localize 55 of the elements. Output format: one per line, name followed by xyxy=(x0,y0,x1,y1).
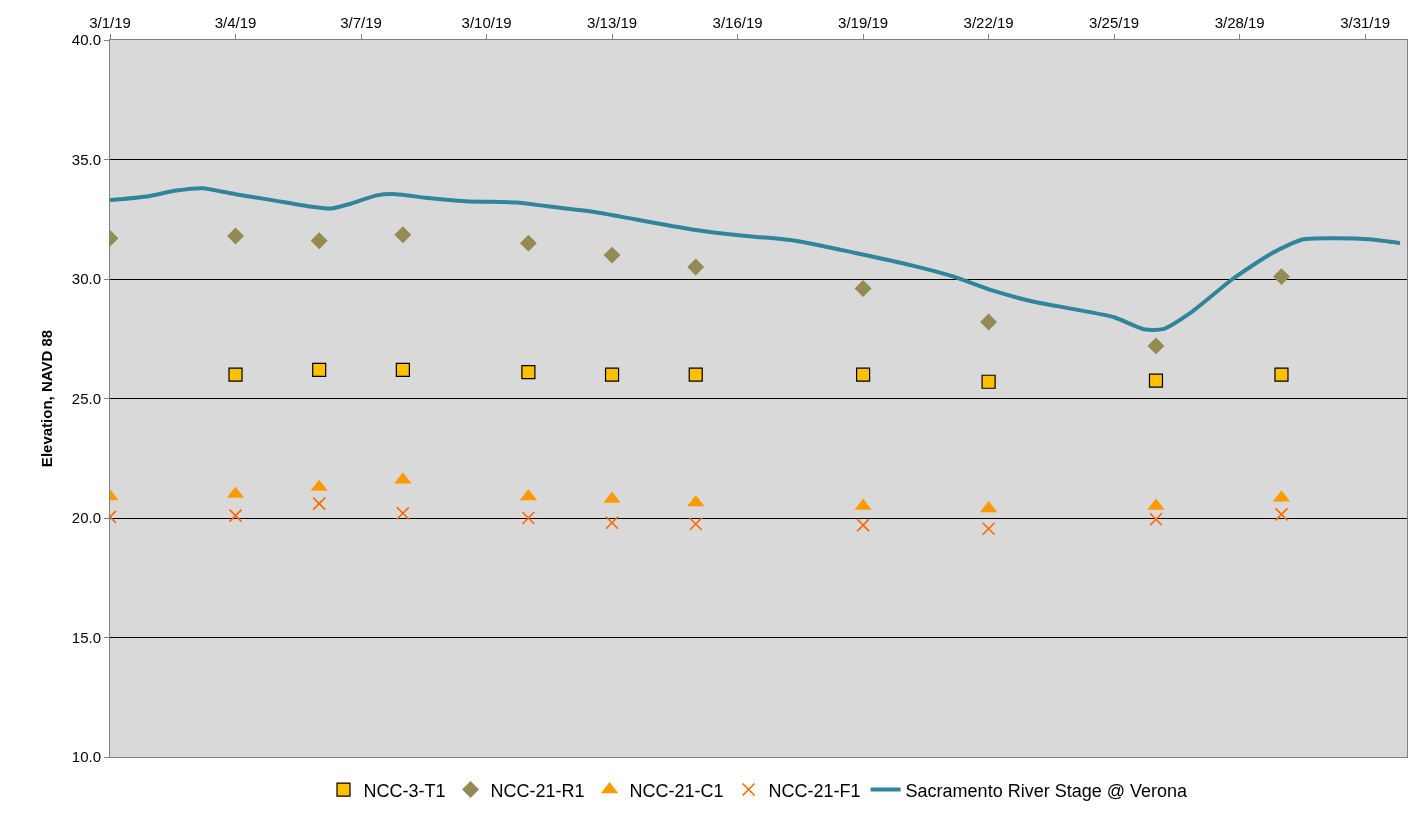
point xyxy=(1274,507,1289,522)
point xyxy=(1273,268,1290,286)
legend-label: NCC-21-C1 xyxy=(629,780,724,801)
point xyxy=(395,362,410,377)
point xyxy=(1147,337,1165,355)
point xyxy=(688,517,703,531)
x-tick-label: 3/1/19 xyxy=(89,14,131,31)
point xyxy=(519,234,537,252)
x-tick-label: 3/4/19 xyxy=(214,14,257,31)
y-axis-title: Elevation, NAVD 88 xyxy=(38,329,56,468)
x-tick-label: 3/25/19 xyxy=(1089,14,1140,31)
point xyxy=(521,365,536,380)
y-tick-label: 10.0 xyxy=(71,748,101,766)
point xyxy=(228,367,243,382)
y-tick-label: 15.0 xyxy=(71,628,101,646)
y-tick-label: 20.0 xyxy=(71,509,101,527)
point xyxy=(981,521,996,536)
legend-label: NCC-21-R1 xyxy=(490,780,585,801)
point xyxy=(1274,367,1289,382)
legend-label: Sacramento River Stage @ Verona xyxy=(905,780,1188,801)
point xyxy=(687,494,705,507)
point xyxy=(687,258,705,276)
point xyxy=(604,367,620,382)
legend-label: NCC-21-F1 xyxy=(768,780,861,801)
legend-label: NCC-3-T1 xyxy=(363,780,446,801)
x-tick-label: 3/28/19 xyxy=(1214,14,1265,31)
x-tick-label: 3/10/19 xyxy=(461,14,512,31)
point xyxy=(688,367,703,382)
x-tick-label: 3/22/19 xyxy=(963,14,1014,31)
point xyxy=(228,508,243,523)
point xyxy=(312,362,327,377)
point xyxy=(396,506,410,521)
point xyxy=(603,246,621,264)
point xyxy=(312,496,326,511)
point xyxy=(1149,512,1163,526)
point xyxy=(981,374,996,389)
x-tick-label: 3/16/19 xyxy=(712,14,763,31)
point xyxy=(310,232,328,250)
point xyxy=(1148,373,1164,388)
y-tick-label: 35.0 xyxy=(71,150,101,168)
point xyxy=(856,518,870,532)
x-tick-label: 3/31/19 xyxy=(1340,14,1391,31)
point xyxy=(605,515,619,530)
point xyxy=(521,511,536,525)
y-tick-label: 25.0 xyxy=(71,389,101,407)
point xyxy=(227,227,244,245)
y-tick-label: 30.0 xyxy=(71,270,101,288)
point xyxy=(980,313,998,331)
x-tick-label: 3/19/19 xyxy=(838,14,889,31)
y-tick-label: 40.0 xyxy=(71,31,101,49)
x-tick-label: 3/7/19 xyxy=(340,14,382,31)
point xyxy=(394,226,412,244)
point xyxy=(856,367,871,382)
point xyxy=(854,280,872,298)
x-tick-label: 3/13/19 xyxy=(587,14,638,31)
